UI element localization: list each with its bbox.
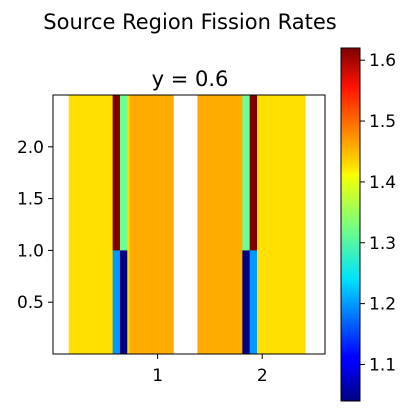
x-tick-label: 2	[257, 366, 268, 386]
y-axis: 0.5 1.0 1.5 2.0	[17, 138, 53, 313]
y-tick-label: 0.5	[17, 293, 44, 313]
plot-frame	[52, 94, 326, 355]
heatmap-cell	[257, 95, 306, 354]
y-tick-label: 1.0	[17, 241, 44, 261]
heatmap-cell	[249, 95, 258, 251]
colorbar-tick-label: 1.1	[369, 355, 396, 375]
heatmap-cell	[119, 250, 128, 354]
heatmap-cell	[119, 95, 128, 251]
chart-suptitle: Source Region Fission Rates	[43, 10, 336, 34]
heatmap-cell	[242, 250, 251, 354]
heatmap-cell	[197, 95, 243, 354]
heatmap-cell	[68, 95, 114, 354]
heatmap-cells	[68, 95, 306, 354]
colorbar-tick-label: 1.2	[369, 295, 396, 315]
y-tick-label: 2.0	[17, 138, 44, 158]
heatmap-cell	[112, 95, 121, 251]
heatmap-cell	[112, 250, 121, 354]
colorbar	[340, 47, 361, 402]
chart-title: y = 0.6	[152, 67, 229, 91]
y-tick-label: 1.5	[17, 190, 44, 210]
x-tick-label: 1	[152, 366, 163, 386]
colorbar-tick-label: 1.6	[369, 51, 396, 71]
heatmap-cell	[129, 95, 174, 354]
heatmap-cell	[249, 250, 258, 354]
colorbar-axis: 1.1 1.2 1.3 1.4 1.5 1.6	[360, 51, 396, 375]
colorbar-tick-label: 1.4	[369, 173, 396, 193]
heatmap-cell	[127, 95, 130, 354]
heatmap-cell	[242, 95, 251, 251]
colorbar-tick-label: 1.5	[369, 112, 396, 132]
colorbar-tick-label: 1.3	[369, 234, 396, 254]
